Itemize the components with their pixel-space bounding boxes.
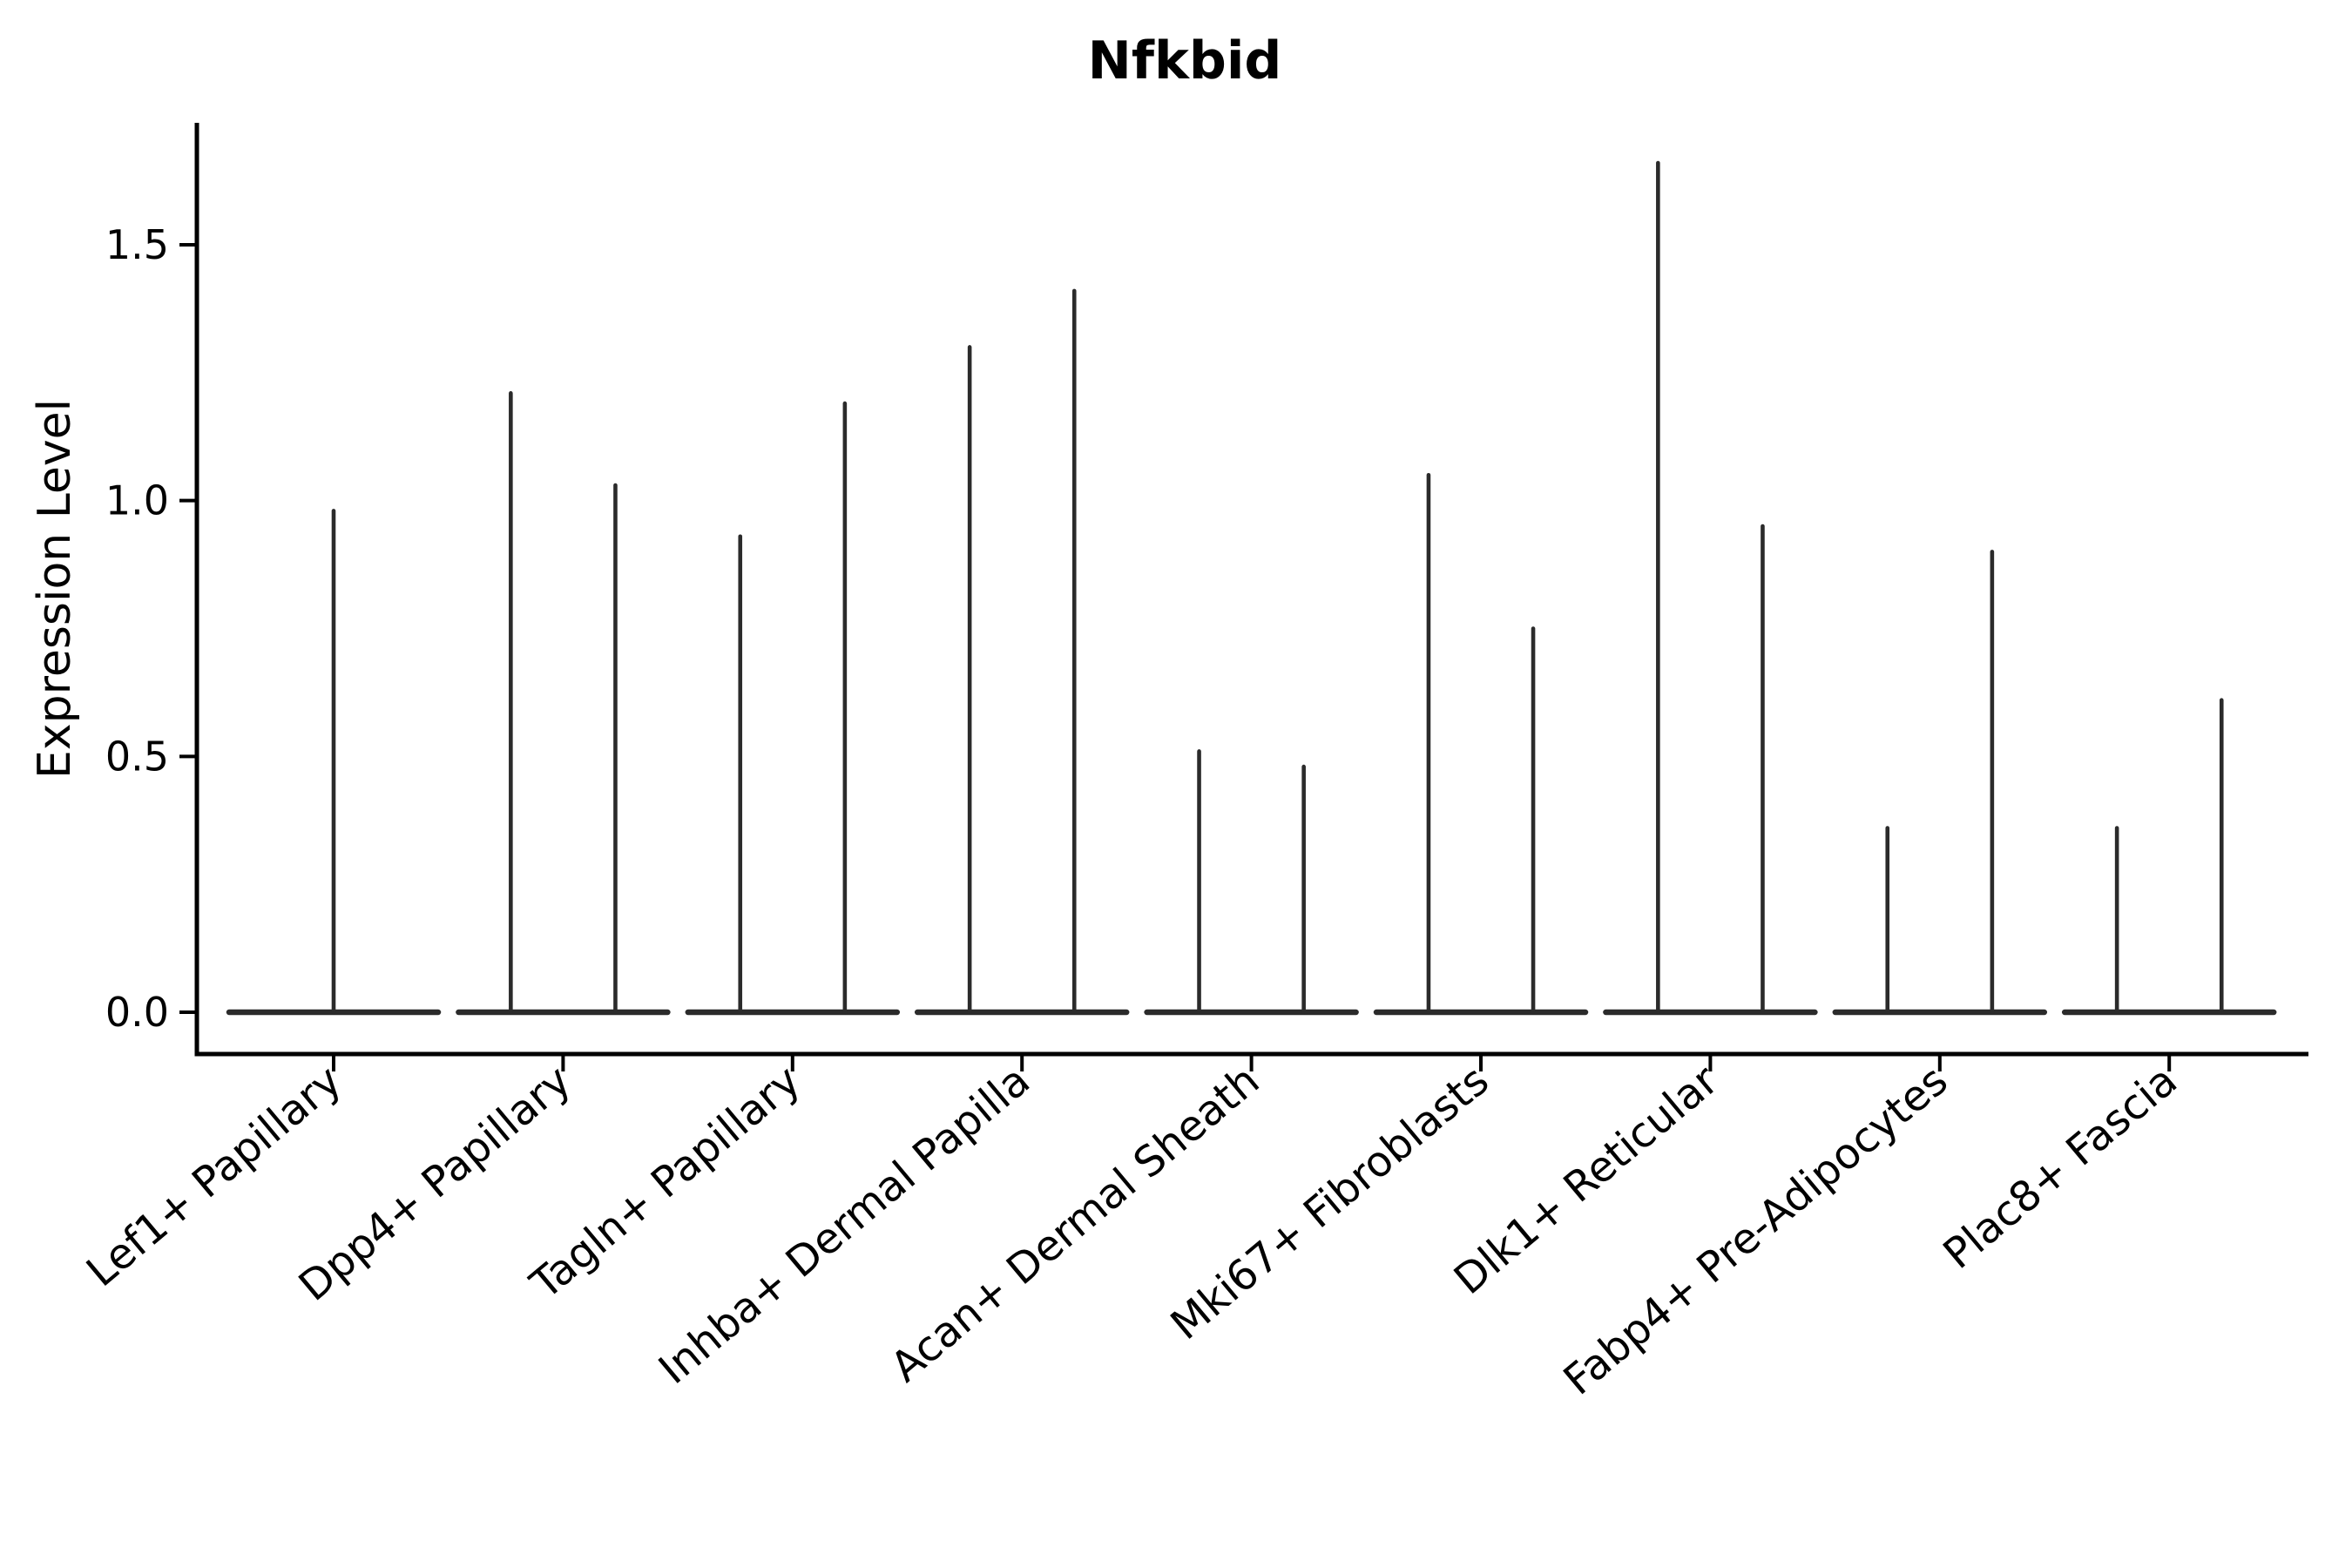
chart-title: Nfkbid [1088, 30, 1282, 91]
x-tick-label: Acan+ Dermal Sheath [882, 1056, 1268, 1391]
violins-layer [226, 160, 2277, 1016]
y-tick-label: 1.5 [105, 221, 169, 268]
x-tick-label: Inhba+ Dermal Papilla [650, 1056, 1039, 1394]
axes-layer [179, 123, 2308, 1071]
y-axis-label: Expression Level [29, 399, 81, 779]
y-tick-label: 0.5 [105, 733, 169, 780]
y-tick-label: 1.0 [105, 477, 169, 524]
x-tick-label: Fabp4+ Pre-Adipocytes [1555, 1056, 1957, 1404]
y-tick-label: 0.0 [105, 989, 169, 1036]
x-tick-label: Plac8+ Fascia [1934, 1056, 2186, 1279]
